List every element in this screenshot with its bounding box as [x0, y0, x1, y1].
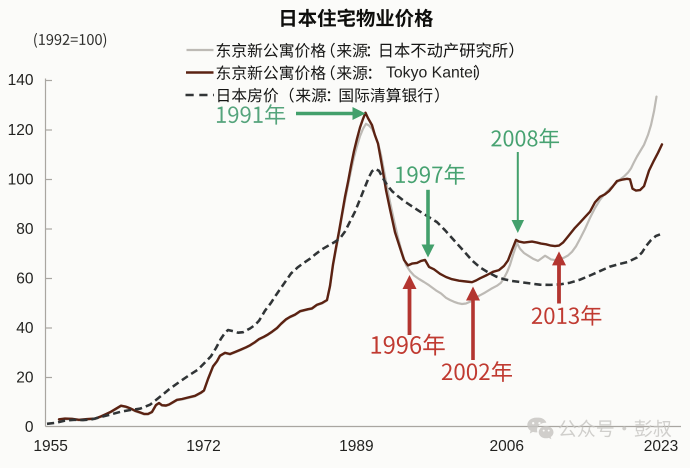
svg-text:2023: 2023 — [644, 438, 678, 455]
svg-text:20: 20 — [16, 370, 34, 387]
svg-text:0: 0 — [25, 419, 34, 436]
svg-text:40: 40 — [16, 320, 34, 337]
svg-text:120: 120 — [8, 122, 34, 139]
svg-text:2006: 2006 — [489, 438, 523, 455]
svg-text:100: 100 — [8, 171, 34, 188]
svg-text:1989: 1989 — [339, 438, 373, 455]
svg-text:80: 80 — [16, 221, 34, 238]
svg-text:1955: 1955 — [33, 438, 67, 455]
svg-text:60: 60 — [16, 271, 34, 288]
svg-text:Tokyo Kantei: Tokyo Kantei — [386, 65, 476, 82]
svg-text:140: 140 — [8, 72, 34, 89]
svg-text:1972: 1972 — [186, 438, 220, 455]
